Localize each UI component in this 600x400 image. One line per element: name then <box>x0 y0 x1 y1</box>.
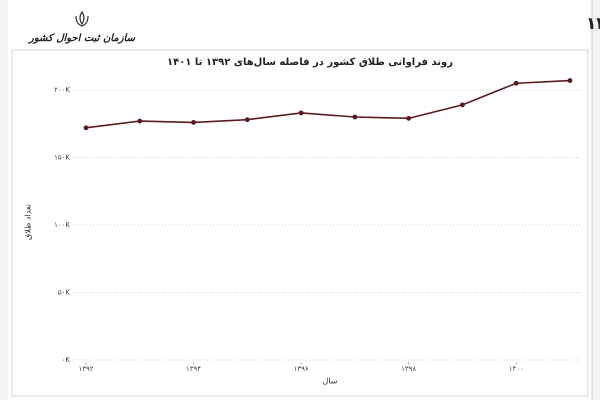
logo: سازمان ثبت احوال کشور <box>27 10 136 44</box>
page-title: ۱۳۹۲ تا ۱۴۰۱ <box>586 14 600 34</box>
data-point <box>567 78 573 83</box>
chart-title: روند فراوانی طلاق کشور در فاصله سال‌های … <box>167 57 453 68</box>
data-point <box>191 120 196 125</box>
y-tick-label: ۱۵۰K <box>54 154 70 162</box>
series-line <box>85 79 571 129</box>
x-tick-label: ۱۳۹۶ <box>294 365 309 373</box>
x-axis-label: سال <box>323 377 338 386</box>
data-point <box>513 80 519 86</box>
data-point <box>83 125 89 131</box>
data-point <box>244 117 250 123</box>
data-point <box>406 115 412 121</box>
data-point <box>298 110 304 116</box>
data-point <box>352 114 358 120</box>
data-point <box>460 102 465 108</box>
logo-emblem <box>75 10 89 27</box>
y-tick-label: ۰K <box>62 356 71 364</box>
x-tick-label: ۱۳۹۸ <box>401 365 416 373</box>
data-point <box>137 118 143 124</box>
y-tick-label: ۵۰K <box>58 289 71 297</box>
x-tick-label: ۱۴۰۰ <box>509 365 524 373</box>
x-tick-label: ۱۳۹۲ <box>78 365 93 373</box>
y-axis-label: تعداد طلاق <box>24 204 33 240</box>
y-tick-label: ۲۰۰K <box>54 86 70 94</box>
chart-frame <box>11 49 589 397</box>
logo-text: سازمان ثبت احوال کشور <box>27 33 136 44</box>
y-tick-label: ۱۰۰K <box>54 221 70 229</box>
x-tick-label: ۱۳۹۴ <box>186 365 201 373</box>
